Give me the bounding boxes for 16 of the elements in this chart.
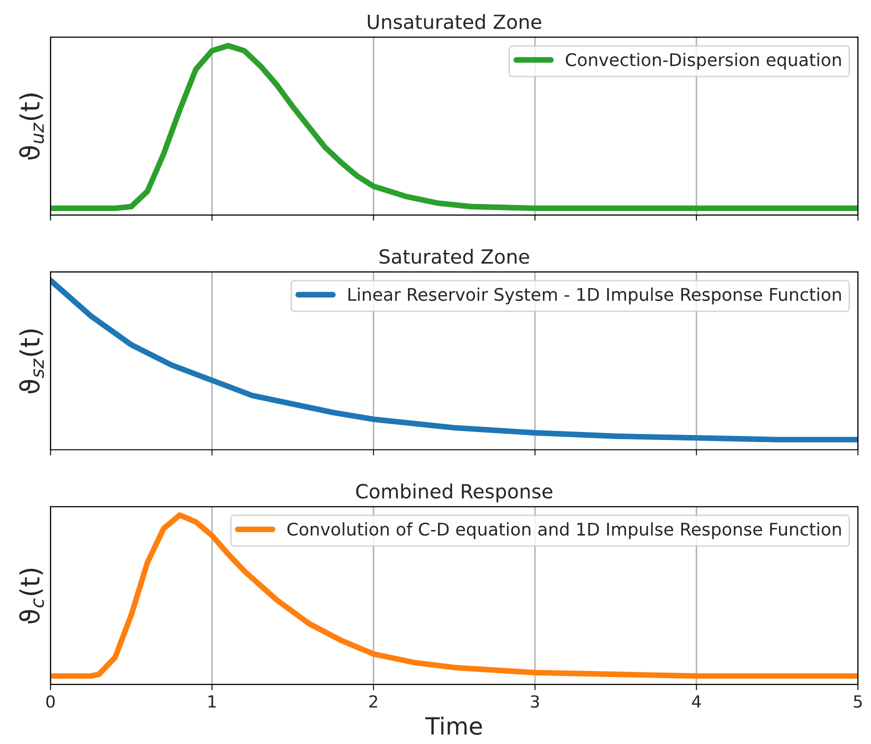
legend-label: Linear Reservoir System - 1D Impulse Response Function bbox=[348, 288, 841, 304]
x-tick-label: 5 bbox=[854, 695, 862, 708]
legend-label: Convolution of C-D equation and 1D Impulse Response Function bbox=[287, 522, 841, 540]
legend-label: Convection-Dispersion equation bbox=[566, 52, 841, 70]
x-axis-title: Time bbox=[425, 716, 482, 735]
x-tick-label: 3 bbox=[530, 695, 539, 708]
x-tick-label: 2 bbox=[369, 695, 378, 708]
x-tick-label: 4 bbox=[692, 695, 701, 708]
chart-title: Unsaturated Zone bbox=[368, 14, 542, 30]
chart-title: Saturated Zone bbox=[380, 248, 530, 264]
y-axis-title: ϑ$_{uz}$(t) bbox=[19, 94, 44, 160]
y-axis-title: ϑ$_{c}$(t) bbox=[19, 568, 44, 624]
y-axis-title: ϑ$_{sz}$(t) bbox=[19, 329, 44, 394]
chart-title: Combined Response bbox=[356, 484, 552, 502]
x-tick-label: 1 bbox=[208, 695, 216, 708]
x-tick-label: 0 bbox=[46, 695, 55, 708]
